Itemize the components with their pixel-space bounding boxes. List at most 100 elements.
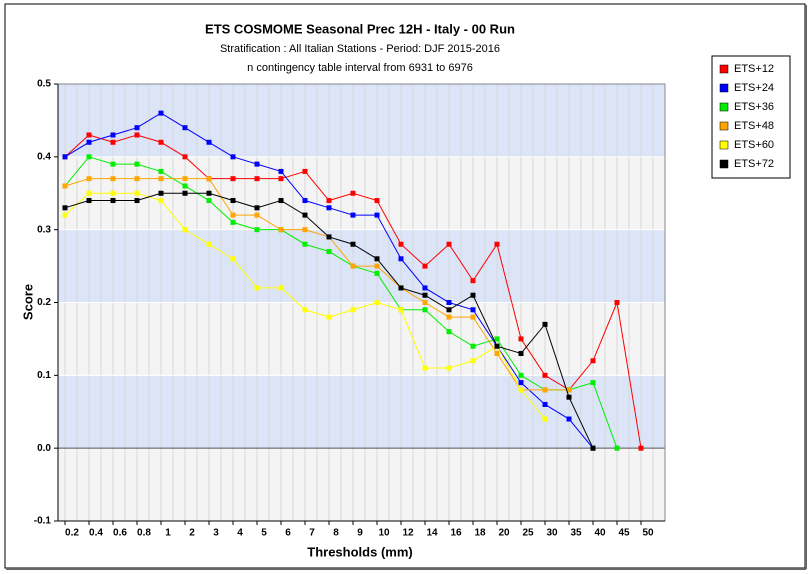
data-point xyxy=(182,176,188,182)
x-tick-label: 5 xyxy=(261,528,267,539)
x-tick-label: 9 xyxy=(357,528,363,539)
data-point xyxy=(446,329,452,335)
data-point xyxy=(230,176,236,182)
legend-label: ETS+60 xyxy=(734,139,774,151)
data-point xyxy=(422,285,428,291)
data-point xyxy=(542,321,548,327)
data-point xyxy=(254,227,260,233)
data-point xyxy=(62,205,68,211)
data-point xyxy=(134,190,140,196)
data-point xyxy=(62,154,68,160)
data-point xyxy=(518,372,524,378)
data-point xyxy=(470,307,476,313)
data-point xyxy=(566,394,572,400)
legend-swatch xyxy=(719,64,729,74)
data-point xyxy=(350,241,356,247)
legend-label: ETS+48 xyxy=(734,120,774,132)
data-point xyxy=(614,445,620,451)
data-point xyxy=(278,176,284,182)
y-tick-label: 0.4 xyxy=(37,151,51,162)
data-point xyxy=(494,343,500,349)
x-tick-label: 50 xyxy=(642,528,654,539)
data-point xyxy=(542,416,548,422)
data-point xyxy=(542,387,548,393)
data-point xyxy=(518,380,524,386)
legend-swatch xyxy=(719,102,729,112)
data-point xyxy=(590,445,596,451)
data-point xyxy=(470,358,476,364)
y-axis-label: Score xyxy=(20,284,35,320)
data-point xyxy=(278,168,284,174)
data-point xyxy=(518,387,524,393)
data-point xyxy=(446,241,452,247)
data-point xyxy=(110,161,116,167)
y-tick-label: 0.2 xyxy=(37,297,51,308)
data-point xyxy=(182,154,188,160)
data-point xyxy=(134,176,140,182)
data-point xyxy=(374,270,380,276)
data-point xyxy=(278,285,284,291)
data-point xyxy=(110,176,116,182)
x-tick-label: 25 xyxy=(522,528,534,539)
data-point xyxy=(446,307,452,313)
data-point xyxy=(158,190,164,196)
data-point xyxy=(374,300,380,305)
data-point xyxy=(134,161,140,167)
data-point xyxy=(350,212,356,218)
data-point xyxy=(398,307,404,313)
data-point xyxy=(182,183,188,189)
x-tick-label: 0.4 xyxy=(89,528,103,539)
data-point xyxy=(110,132,116,138)
data-point xyxy=(158,168,164,174)
data-point xyxy=(542,401,548,407)
data-point xyxy=(158,198,164,204)
plot-band xyxy=(58,302,665,376)
data-point xyxy=(86,139,92,145)
data-point xyxy=(110,139,116,145)
data-point xyxy=(302,168,308,174)
legend-swatch xyxy=(719,159,729,169)
data-point xyxy=(422,300,428,305)
legend-label: ETS+12 xyxy=(734,63,774,75)
data-point xyxy=(398,256,404,262)
x-tick-label: 14 xyxy=(426,528,438,539)
x-tick-label: 20 xyxy=(498,528,510,539)
data-point xyxy=(374,212,380,218)
data-point xyxy=(614,300,620,305)
data-point xyxy=(326,249,332,255)
data-point xyxy=(398,285,404,291)
data-point xyxy=(182,190,188,196)
data-point xyxy=(302,307,308,313)
data-point xyxy=(110,198,116,204)
legend-swatch xyxy=(719,121,729,131)
data-point xyxy=(422,292,428,298)
data-point xyxy=(158,176,164,182)
data-point xyxy=(206,190,212,196)
data-point xyxy=(590,380,596,386)
data-point xyxy=(494,336,500,342)
data-point xyxy=(158,110,164,116)
x-axis-label: Thresholds (mm) xyxy=(307,544,412,559)
data-point xyxy=(518,336,524,342)
data-point xyxy=(62,183,68,189)
x-tick-label: 1 xyxy=(165,528,171,539)
data-point xyxy=(158,139,164,145)
data-point xyxy=(278,198,284,204)
y-tick-label: 0.5 xyxy=(37,79,51,90)
legend-label: ETS+36 xyxy=(734,101,774,113)
data-point xyxy=(446,300,452,305)
data-point xyxy=(326,234,332,240)
data-point xyxy=(230,256,236,262)
data-point xyxy=(638,445,644,451)
series-line xyxy=(64,156,618,449)
data-point xyxy=(422,365,428,371)
x-tick-label: 8 xyxy=(333,528,339,539)
data-point xyxy=(254,176,260,182)
data-point xyxy=(230,219,236,225)
data-point xyxy=(230,212,236,218)
x-tick-label: 30 xyxy=(546,528,558,539)
x-tick-label: 18 xyxy=(474,528,486,539)
data-point xyxy=(254,161,260,167)
